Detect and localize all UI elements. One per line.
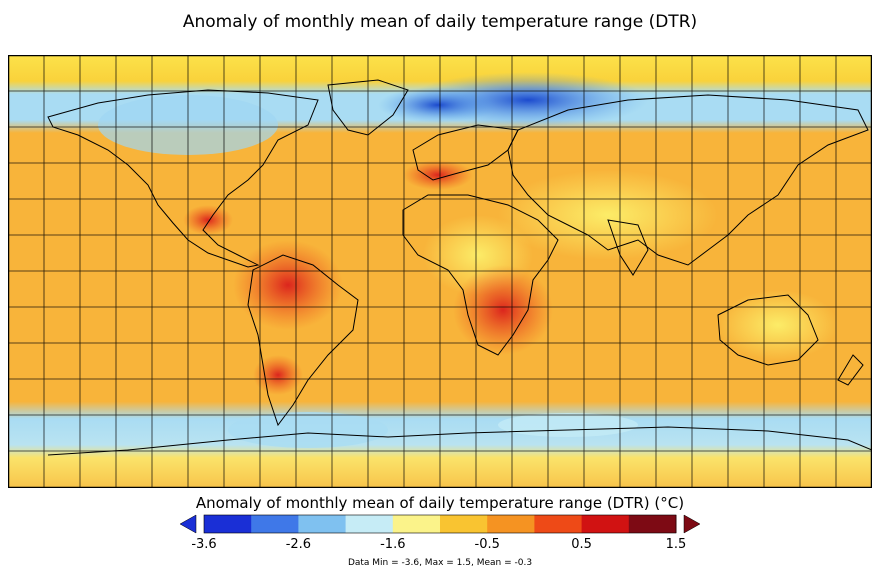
colorbar-cell [251,515,299,533]
colorbar-cell [628,515,677,533]
colorbar-tick-label: 1.5 [665,537,687,552]
colorbar-cell [487,515,535,533]
colorbar-cell [204,515,252,533]
colorbar-cell [345,515,394,533]
data-stats: Data Min = -3.6, Max = 1.5, Mean = -0.3 [347,558,533,568]
colorbar-tick-label: -1.6 [380,537,406,552]
colorbar [180,514,700,534]
graticule [8,55,872,488]
colorbar-cell [534,515,583,533]
colorbar-tick-label: -2.6 [285,537,312,552]
colorbar-cell [581,515,630,533]
colorbar-cell [392,515,441,533]
colorbar-cell [298,515,347,533]
colorbar-cells [203,514,677,534]
coastlines [47,79,872,456]
colorbar-high-arrow [683,514,700,534]
chart-title: Anomaly of monthly mean of daily tempera… [182,12,698,32]
colorbar-tick-label: 0.5 [571,537,592,552]
colorbar-tick-label: -0.5 [474,537,500,552]
colorbar-tick-label: -3.6 [191,537,217,552]
colorbar-low-arrow [180,514,197,534]
colorbar-title: Anomaly of monthly mean of daily tempera… [195,494,685,512]
world-map [8,55,872,488]
colorbar-frame [203,514,677,534]
map-frame [8,55,872,488]
colorbar-cell [440,515,488,533]
